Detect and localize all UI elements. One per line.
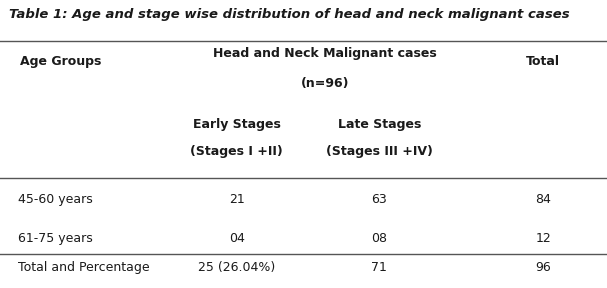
Text: 21: 21 bbox=[229, 193, 245, 206]
Text: 61-75 years: 61-75 years bbox=[18, 232, 93, 245]
Text: 63: 63 bbox=[371, 193, 387, 206]
Text: Age Groups: Age Groups bbox=[20, 55, 101, 68]
Text: Late Stages: Late Stages bbox=[337, 118, 421, 131]
Text: (Stages III +IV): (Stages III +IV) bbox=[326, 145, 433, 158]
Text: Early Stages: Early Stages bbox=[193, 118, 280, 131]
Text: 45-60 years: 45-60 years bbox=[18, 193, 93, 206]
Text: (n=96): (n=96) bbox=[300, 77, 349, 90]
Text: Total and Percentage: Total and Percentage bbox=[18, 261, 150, 274]
Text: 96: 96 bbox=[535, 261, 551, 274]
Text: Total: Total bbox=[526, 55, 560, 68]
Text: Table 1: Age and stage wise distribution of head and neck malignant cases: Table 1: Age and stage wise distribution… bbox=[9, 8, 570, 21]
Text: Head and Neck Malignant cases: Head and Neck Malignant cases bbox=[213, 47, 436, 60]
Text: 84: 84 bbox=[535, 193, 551, 206]
Text: 04: 04 bbox=[229, 232, 245, 245]
Text: 08: 08 bbox=[371, 232, 387, 245]
Text: 71: 71 bbox=[371, 261, 387, 274]
Text: 12: 12 bbox=[535, 232, 551, 245]
Text: (Stages I +II): (Stages I +II) bbox=[191, 145, 283, 158]
Text: 25 (26.04%): 25 (26.04%) bbox=[198, 261, 276, 274]
